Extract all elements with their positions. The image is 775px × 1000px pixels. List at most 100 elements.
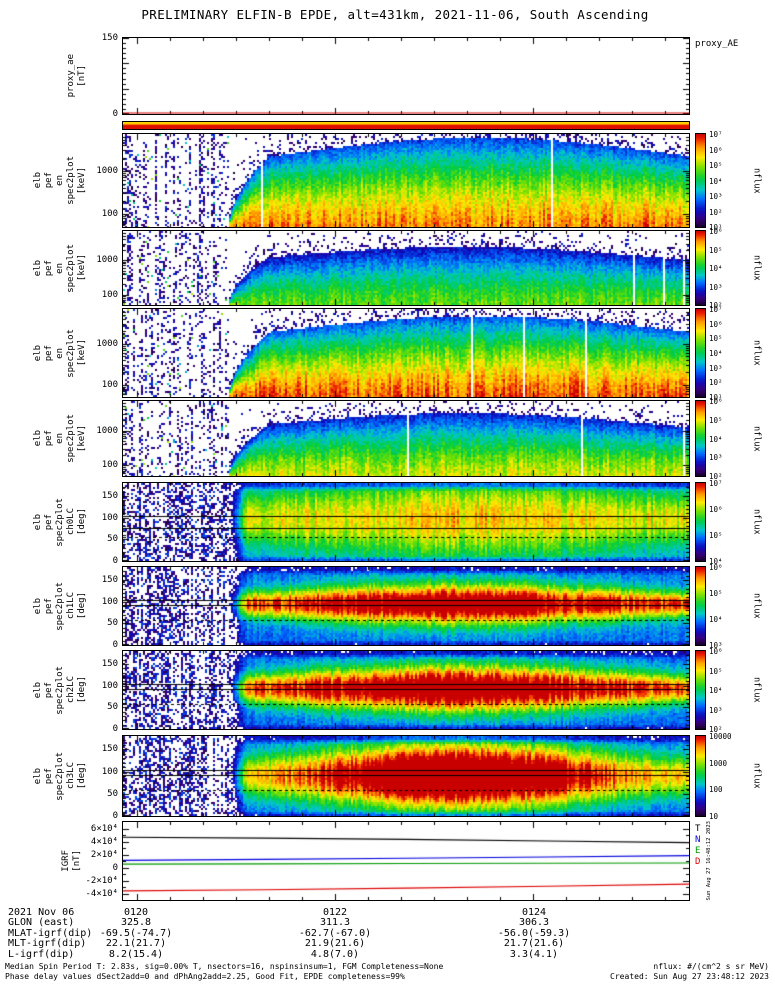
colorbar-tick-label: 10² <box>709 378 723 387</box>
footer-value: 3.3(4.1) <box>509 949 559 960</box>
colorbar-tick-label: 10⁴ <box>709 557 723 566</box>
colorbar-title: nflux <box>751 735 762 817</box>
y-tick-label: -2×10⁴ <box>85 876 118 886</box>
panel-igrf <box>122 821 690 901</box>
colorbar-tick-label: 10⁵ <box>709 531 723 540</box>
y-axis-label-en_spec_1: spec2plot <box>65 133 76 228</box>
y-axis-label-pa_spec_ch3LC: spec2plot <box>54 735 65 817</box>
colorbar-tick-label: 10⁶ <box>709 505 723 514</box>
colorbar-tick-label: 10⁷ <box>709 130 723 139</box>
y-axis-label-en_spec_1: en <box>54 133 65 228</box>
colorbar-title-text: nflux <box>751 763 762 789</box>
y-axis-label-proxy_ae: [nT] <box>76 37 87 115</box>
colorbar-pa_spec_ch0LC <box>695 482 706 562</box>
y-axis-label-text: elb <box>32 513 43 531</box>
pa_spec_ch1LC-canvas <box>123 567 689 645</box>
y-axis-label-text: IGRF <box>60 850 71 872</box>
colorbar-en_spec_3 <box>695 308 706 398</box>
footer-value: 0122 <box>322 907 348 918</box>
colorbar-en_spec_2 <box>695 230 706 306</box>
epd_fast_bar-canvas <box>123 122 689 129</box>
footer-value: 21.7(21.6) <box>503 938 565 949</box>
colorbar-title: nflux <box>751 400 762 477</box>
panel-pa_spec_ch2LC <box>122 650 690 730</box>
colorbar-tick-label: 10⁷ <box>709 305 723 314</box>
colorbar-tick-label: 1000 <box>709 759 728 768</box>
y-axis-label-pa_spec_ch1LC: ch1LC <box>65 566 76 646</box>
colorbar-title: nflux <box>751 650 762 730</box>
colorbar-title-text: nflux <box>751 340 762 366</box>
colorbar-tick-label: 10² <box>709 472 723 481</box>
colorbar-tick-label: 10³ <box>709 706 723 715</box>
colorbar-tick-label: 10⁵ <box>709 246 723 255</box>
y-axis-label-text: [nT] <box>76 65 87 87</box>
colorbar-tick-label: 10² <box>709 208 723 217</box>
panel-pa_spec_ch1LC <box>122 566 690 646</box>
y-axis-label-text: pef <box>43 513 54 531</box>
colorbar-tick-label: 10⁴ <box>709 435 723 444</box>
colorbar-title-text: nflux <box>751 509 762 535</box>
colorbar-title-text: nflux <box>751 425 762 452</box>
en_spec_3-canvas <box>123 309 689 397</box>
y-axis-label-en_spec_2: pef <box>43 230 54 306</box>
panel-en_spec_2 <box>122 230 690 306</box>
y-axis-label-text: spec2plot <box>65 243 76 293</box>
y-axis-label-pa_spec_ch0LC: ch0LC <box>65 482 76 562</box>
creation-timestamp-vertical: Sun Aug 27 16:48:12 2023 <box>704 818 714 904</box>
y-axis-label-text: spec2plot <box>65 156 76 205</box>
y-axis-label-text: elb <box>32 767 43 785</box>
colorbar-title: nflux <box>751 308 762 398</box>
y-axis-label-en_spec_4: elb <box>32 400 43 477</box>
y-axis-label-en_spec_1: pef <box>43 133 54 228</box>
colorbar-tick-label: 10⁵ <box>709 589 723 598</box>
y-axis-label-text: pef <box>43 259 54 277</box>
y-axis-label-en_spec_2: spec2plot <box>65 230 76 306</box>
page-title: PRELIMINARY ELFIN-B EPDE, alt=431km, 202… <box>141 7 649 22</box>
y-tick-label: 0 <box>112 724 118 734</box>
y-axis-label-en_spec_4: spec2plot <box>65 400 76 477</box>
y-axis-label-pa_spec_ch2LC: ch2LC <box>65 650 76 730</box>
y-axis-label-text: elb <box>32 430 43 447</box>
y-axis-label-pa_spec_ch0LC: elb <box>32 482 43 562</box>
y-tick-label: 150 <box>101 491 118 501</box>
y-axis-label-text: spec2plot <box>54 497 65 547</box>
colorbar-en_spec_1 <box>695 133 706 228</box>
y-tick-label: 50 <box>107 702 118 712</box>
y-tick-label: 100 <box>101 209 118 219</box>
y-tick-label: -4×10⁴ <box>85 889 118 899</box>
footer-value: 311.3 <box>319 917 351 928</box>
colorbar-title-text: nflux <box>751 255 762 281</box>
y-tick-label: 1000 <box>96 166 118 176</box>
colorbar-tick-label: 10⁷ <box>709 479 723 488</box>
colorbar-tick-label: 10⁵ <box>709 667 723 676</box>
colorbar-en_spec_4 <box>695 400 706 477</box>
colorbar-tick-label: 10⁴ <box>709 177 723 186</box>
colorbar-tick-label: 10³ <box>709 641 723 650</box>
footer-value: 8.2(15.4) <box>108 949 164 960</box>
y-tick-label: 100 <box>101 597 118 607</box>
colorbar-pa_spec_ch1LC <box>695 566 706 646</box>
pa_spec_ch2LC-canvas <box>123 651 689 729</box>
y-tick-label: 150 <box>101 659 118 669</box>
en_spec_1-canvas <box>123 134 689 227</box>
y-tick-label: 0 <box>112 109 118 119</box>
footer-value: 22.1(21.7) <box>105 938 167 949</box>
colorbar-tick-label: 10³ <box>709 192 723 201</box>
colorbar-title: nflux <box>751 566 762 646</box>
footer-row-label: MLAT-igrf(dip) <box>8 928 93 939</box>
y-tick-label: 0 <box>112 863 118 873</box>
y-axis-label-en_spec_3: en <box>54 308 65 398</box>
y-axis-label-text: pef <box>43 172 54 189</box>
footer-value: -69.5(-74.7) <box>99 928 173 939</box>
creation-timestamp-vertical-text: Sun Aug 27 16:48:12 2023 <box>706 821 712 901</box>
colorbar-title: nflux <box>751 230 762 306</box>
y-tick-label: 100 <box>101 681 118 691</box>
y-tick-label: 100 <box>101 513 118 523</box>
footer-value: -62.7(-67.0) <box>298 928 372 939</box>
pa_spec_ch0LC-canvas <box>123 483 689 561</box>
footer-row-label: L-igrf(dip) <box>8 949 75 960</box>
y-axis-label-en_spec_3: elb <box>32 308 43 398</box>
footer-value: -56.0(-59.3) <box>497 928 571 939</box>
y-tick-label: 50 <box>107 618 118 628</box>
